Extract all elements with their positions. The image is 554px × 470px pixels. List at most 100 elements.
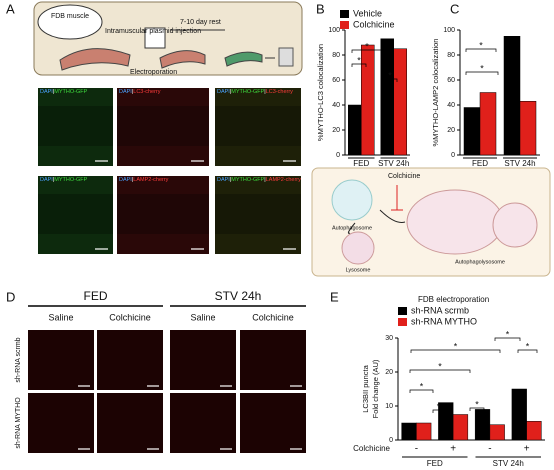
label-part: MYTHO-GFP xyxy=(231,89,264,95)
label-part: DAPI xyxy=(217,177,230,183)
micrograph xyxy=(38,88,113,166)
fiber xyxy=(117,106,209,146)
microscope xyxy=(278,47,294,67)
label: FDB muscle xyxy=(51,13,89,20)
label-part: LAMP2-cherry xyxy=(133,177,168,183)
label-part: LC3-cherry xyxy=(266,89,293,95)
micrograph xyxy=(215,176,301,254)
lysosome xyxy=(341,231,375,265)
y-tick-label: 0 xyxy=(451,152,455,159)
micrograph xyxy=(170,330,236,390)
sig-bracket xyxy=(409,369,471,373)
sig-bracket xyxy=(351,63,367,67)
label-part: | xyxy=(132,177,133,183)
treatment-label: Colchicine xyxy=(109,312,151,322)
y-tick-label: 10 xyxy=(385,403,393,410)
limb xyxy=(59,48,131,71)
y-tick-label: 0 xyxy=(336,152,340,159)
sig-bracket xyxy=(432,409,445,413)
image-label: DAPI|MYTHO-GFP xyxy=(40,89,88,95)
panel-letter: C xyxy=(450,1,459,16)
treatment-label: Colchicine xyxy=(252,312,294,322)
group-label: FED xyxy=(427,459,443,468)
legend-swatch xyxy=(398,318,407,326)
label: Colchicine xyxy=(388,173,420,180)
image-label: DAPI|MYTHO-GFP xyxy=(40,177,88,183)
autophagolysosome xyxy=(492,202,538,248)
x-tick-label: FED xyxy=(472,159,488,168)
x-tick-label: - xyxy=(415,444,418,455)
bar xyxy=(526,421,542,441)
fiber xyxy=(215,194,301,234)
bar xyxy=(380,38,394,156)
sig-label: * xyxy=(526,341,530,351)
y-tick-label: 80 xyxy=(447,52,455,59)
sig-label: * xyxy=(388,70,392,80)
callout xyxy=(37,4,103,40)
x-tick-label: STV 24h xyxy=(504,159,535,168)
x-tick-label: STV 24h xyxy=(378,159,409,168)
sig-bracket xyxy=(494,337,521,341)
x-tick-label: + xyxy=(450,444,456,455)
label-part: | xyxy=(264,89,265,95)
micrograph xyxy=(240,393,306,453)
legend-label: sh-RNA scrmb xyxy=(411,305,469,315)
arrow xyxy=(347,222,356,234)
legend-swatch xyxy=(398,307,407,315)
y-tick-label: 0 xyxy=(389,437,393,444)
sig-label: * xyxy=(357,55,361,65)
sig-label: * xyxy=(479,40,483,50)
y-tick-label: 40 xyxy=(447,102,455,109)
bar xyxy=(503,36,521,156)
sig-label: * xyxy=(437,401,441,411)
fiber xyxy=(38,194,113,234)
label-part: | xyxy=(53,89,54,95)
bar xyxy=(348,104,362,156)
y-tick-label: 60 xyxy=(447,77,455,84)
x-tick-label: - xyxy=(488,444,491,455)
bar xyxy=(452,414,469,441)
y-axis-label: Fold change (AU) xyxy=(371,359,380,418)
x-row-label: Colchicine xyxy=(353,444,390,453)
micrographs: DAPI|MYTHO-GFP DAPI|LC3-cherry DAPI|MYTHO-… xyxy=(38,88,301,254)
label-part: DAPI xyxy=(119,89,132,95)
bar xyxy=(401,422,417,441)
label: 7-10 day rest xyxy=(180,19,221,26)
sig-bracket xyxy=(382,78,398,82)
panel-letter: E xyxy=(330,289,339,304)
group-label: STV 24h xyxy=(493,459,524,468)
micrograph xyxy=(28,330,94,390)
label-part: LAMP2-cherry xyxy=(266,177,301,183)
micrograph xyxy=(38,176,113,254)
label: Electroporation xyxy=(130,69,177,76)
label-part: | xyxy=(230,89,231,95)
y-tick-label: 100 xyxy=(328,27,340,34)
image-label: DAPI|MYTHO-GFP|LC3-cherry xyxy=(217,89,293,95)
bar xyxy=(463,107,481,156)
x-tick-label: FED xyxy=(353,159,369,168)
sig-bracket xyxy=(469,407,485,411)
micrograph xyxy=(97,393,163,453)
sig-bracket xyxy=(351,49,383,53)
micrograph xyxy=(97,330,163,390)
condition-label: FED xyxy=(84,289,108,303)
sig-label: * xyxy=(506,329,510,339)
sig-bracket xyxy=(465,48,497,52)
micrograph xyxy=(117,176,209,254)
bar xyxy=(511,388,527,441)
limb xyxy=(224,51,263,67)
sig-label: * xyxy=(420,381,424,391)
electroporator xyxy=(144,27,166,49)
micrograph xyxy=(170,393,236,453)
label-part: MYTHO-GFP xyxy=(54,177,87,183)
panel-letter: A xyxy=(6,1,15,16)
label: Autophagolysosome xyxy=(455,259,505,265)
panel-letter: B xyxy=(316,1,325,16)
image-label: DAPI|MYTHO-GFP|LAMP2-cherry xyxy=(217,177,301,183)
legend-swatch xyxy=(340,10,349,18)
bar xyxy=(489,424,505,441)
label-part: | xyxy=(264,177,265,183)
y-tick-label: 60 xyxy=(332,77,340,84)
